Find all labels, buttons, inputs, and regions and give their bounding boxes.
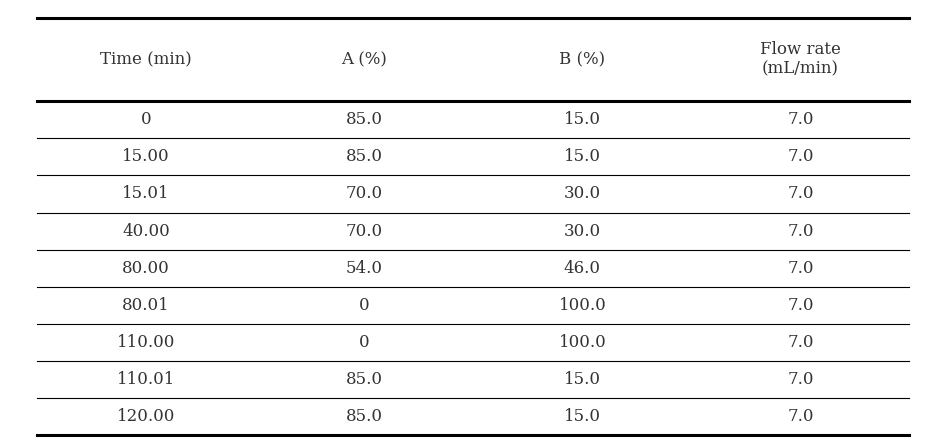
Text: 70.0: 70.0 [345,186,383,202]
Text: 54.0: 54.0 [346,260,382,277]
Text: 40.00: 40.00 [122,222,170,240]
Text: Time (min): Time (min) [100,51,192,68]
Text: 7.0: 7.0 [786,186,813,202]
Text: 15.0: 15.0 [564,111,600,128]
Text: 85.0: 85.0 [346,111,382,128]
Text: 7.0: 7.0 [786,371,813,388]
Text: 120.00: 120.00 [117,408,175,425]
Text: 0: 0 [359,297,369,314]
Text: A (%): A (%) [341,51,387,68]
Text: 85.0: 85.0 [346,148,382,165]
Text: 30.0: 30.0 [563,222,601,240]
Text: 7.0: 7.0 [786,111,813,128]
Text: 15.00: 15.00 [122,148,170,165]
Text: 7.0: 7.0 [786,297,813,314]
Text: 0: 0 [359,334,369,351]
Text: 100.0: 100.0 [558,334,605,351]
Text: 7.0: 7.0 [786,222,813,240]
Text: 80.01: 80.01 [122,297,170,314]
Text: 15.01: 15.01 [122,186,170,202]
Text: 110.01: 110.01 [117,371,175,388]
Text: 7.0: 7.0 [786,148,813,165]
Text: 85.0: 85.0 [346,371,382,388]
Text: 15.0: 15.0 [564,408,600,425]
Text: 15.0: 15.0 [564,371,600,388]
Text: 7.0: 7.0 [786,408,813,425]
Text: Flow rate
(mL/min): Flow rate (mL/min) [759,41,840,78]
Text: 70.0: 70.0 [345,222,383,240]
Text: 30.0: 30.0 [563,186,601,202]
Text: 80.00: 80.00 [122,260,170,277]
Text: 110.00: 110.00 [117,334,175,351]
Text: 15.0: 15.0 [564,148,600,165]
Text: 85.0: 85.0 [346,408,382,425]
Text: 7.0: 7.0 [786,334,813,351]
Text: 100.0: 100.0 [558,297,605,314]
Text: 0: 0 [141,111,151,128]
Text: B (%): B (%) [559,51,604,68]
Text: 7.0: 7.0 [786,260,813,277]
Text: 46.0: 46.0 [564,260,600,277]
